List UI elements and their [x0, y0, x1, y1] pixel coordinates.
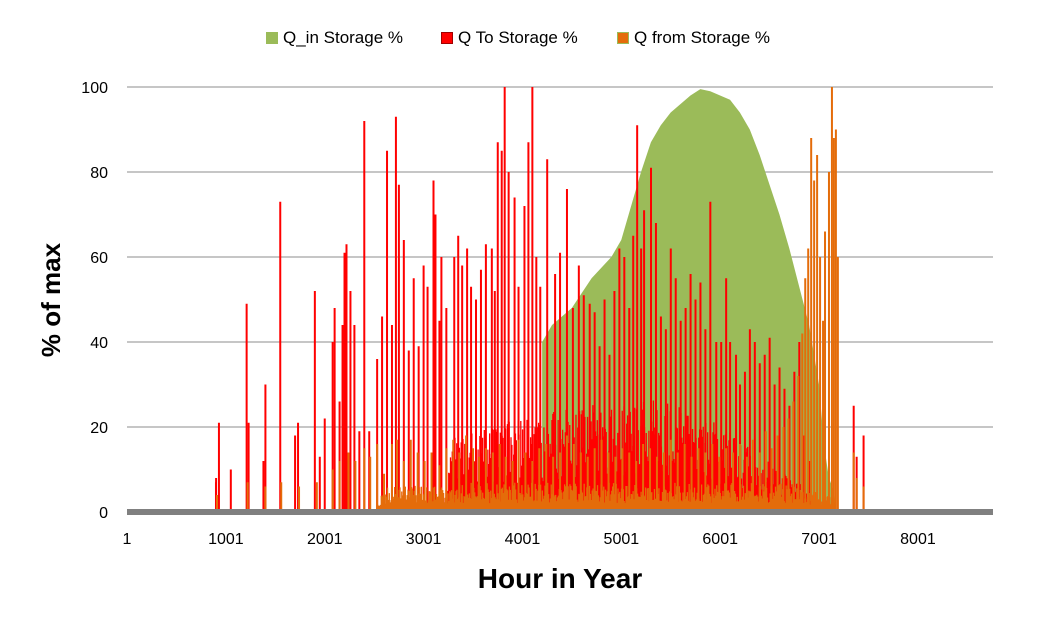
legend-item-q-from-storage: Q from Storage % [617, 28, 770, 48]
y-tick-label: 0 [99, 505, 108, 522]
x-axis-ticks: 1 1001 2001 3001 4001 5001 6001 7001 8001 [123, 531, 936, 548]
legend: Q_in Storage % Q To Storage % Q from Sto… [0, 28, 1041, 52]
legend-swatch-q-to-storage [441, 32, 453, 44]
legend-item-q-in-storage: Q_in Storage % [266, 28, 403, 48]
legend-item-q-to-storage: Q To Storage % [441, 28, 578, 48]
y-axis-ticks: 0 20 40 60 80 100 [81, 80, 108, 522]
series-area-q-in-storage [127, 89, 993, 512]
y-tick-label: 100 [81, 80, 108, 97]
y-tick-label: 60 [90, 250, 108, 267]
x-tick-label: 1001 [208, 531, 244, 548]
legend-label-q-to-storage: Q To Storage % [458, 28, 578, 47]
y-axis-title: % of max [36, 242, 66, 357]
x-tick-label: 7001 [801, 531, 837, 548]
y-tick-label: 80 [90, 165, 108, 182]
series-q-from-storage [215, 87, 865, 512]
plot-area [127, 87, 993, 515]
x-tick-label: 5001 [604, 531, 640, 548]
y-tick-label: 20 [90, 420, 108, 437]
x-tick-label: 8001 [900, 531, 936, 548]
y-tick-label: 40 [90, 335, 108, 352]
x-tick-label: 1 [123, 531, 132, 548]
x-tick-label: 4001 [505, 531, 541, 548]
x-tick-label: 6001 [702, 531, 738, 548]
legend-label-q-from-storage: Q from Storage % [634, 28, 771, 47]
legend-swatch-q-in-storage [266, 32, 278, 44]
legend-swatch-q-from-storage [617, 32, 629, 44]
legend-label-q-in-storage: Q_in Storage % [283, 28, 404, 47]
x-axis-title: Hour in Year [478, 563, 643, 594]
x-tick-label: 3001 [406, 531, 442, 548]
x-tick-label: 2001 [307, 531, 343, 548]
